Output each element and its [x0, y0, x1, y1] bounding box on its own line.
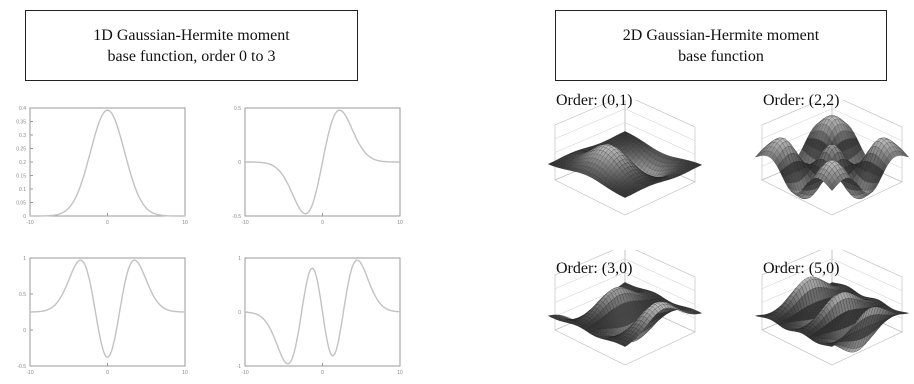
surface-plot-order-0-1 [547, 100, 703, 216]
y-tick-label: 0.35 [16, 120, 26, 126]
x-tick-label: 0 [321, 370, 324, 376]
surface-plot-order-5-0 [755, 250, 909, 366]
title-1d-line1: 1D Gaussian-Hermite moment [93, 26, 290, 44]
order-label-2-2: Order: (2,2) [763, 92, 840, 109]
surface-plot-order-3-0 [547, 250, 703, 366]
grid-line [554, 108, 626, 139]
y-tick-label: 0 [238, 310, 241, 316]
gh-curve [30, 109, 185, 217]
surface-facet [900, 313, 907, 315]
plot-frame [29, 107, 186, 217]
grid-line [554, 272, 626, 303]
y-tick-label: 0.5 [234, 106, 241, 112]
y-tick-label: 0.05 [16, 201, 26, 207]
surface-facet [829, 344, 835, 347]
surface-facet [829, 183, 835, 191]
grid-line [624, 122, 696, 155]
x-tick-label: 10 [397, 370, 403, 376]
grid-line [554, 122, 626, 153]
y-tick-label: -0.5 [232, 214, 241, 220]
y-tick-label: 0 [238, 160, 241, 166]
gh-curve [245, 109, 400, 215]
title-2d-line2: base function [678, 47, 764, 65]
y-tick-label: 0.4 [19, 106, 26, 112]
grid-line [624, 258, 696, 291]
y-tick-label: 1 [238, 256, 241, 262]
surface-facet [622, 194, 628, 198]
x-tick-label: -10 [26, 220, 33, 226]
y-tick-label: 1 [23, 256, 26, 262]
y-tick-label: 0.2 [19, 160, 26, 166]
order-label-5-0: Order: (5,0) [763, 260, 840, 277]
x-tick-label: 10 [182, 220, 188, 226]
grid-line [831, 272, 903, 305]
plot-1d-order-3: 10-1-10 0 10 [237, 256, 403, 376]
y-tick-label: 0 [23, 214, 26, 220]
grid-line [831, 258, 903, 291]
y-tick-label: 0.25 [16, 147, 26, 153]
order-label-3-0: Order: (3,0) [556, 260, 633, 277]
grid-line [624, 108, 696, 141]
gh-curve [30, 259, 185, 358]
plot-1d-order-0: 0.40.350.30.250.20.150.10.050-10 0 10 [16, 106, 188, 226]
grid-line [831, 108, 903, 141]
surface-facet [622, 343, 628, 347]
title-box-1d: 1D Gaussian-Hermite moment base function… [25, 10, 358, 81]
plot-1d-order-2: 1 0.5 0 -0.5-10 0 10 [17, 256, 188, 376]
plot-frame [29, 257, 186, 367]
y-tick-label: -0.5 [17, 364, 26, 370]
x-tick-label: 0 [106, 220, 109, 226]
grid-line [624, 272, 696, 305]
y-tick-label: 0.5 [19, 292, 26, 298]
y-tick-label: 0 [23, 328, 26, 334]
y-tick-label: 0.15 [16, 174, 26, 180]
x-tick-label: 10 [397, 220, 403, 226]
y-tick-label: -1 [237, 364, 242, 370]
x-tick-label: -10 [26, 370, 33, 376]
grid-line [554, 258, 626, 289]
x-tick-label: 10 [182, 370, 188, 376]
title-box-2d: 2D Gaussian-Hermite moment base function [555, 10, 887, 81]
x-tick-label: -10 [241, 370, 248, 376]
y-tick-label: 0.3 [19, 133, 26, 139]
title-1d-line2: base function, order 0 to 3 [107, 47, 276, 65]
surface-plot-order-2-2 [754, 100, 910, 216]
x-tick-label: 0 [106, 370, 109, 376]
x-tick-label: 0 [321, 220, 324, 226]
grid-line [761, 258, 833, 289]
order-label-0-1: Order: (0,1) [556, 92, 633, 109]
gh-curve [244, 259, 401, 365]
title-2d-line1: 2D Gaussian-Hermite moment [622, 26, 820, 44]
plot-1d-order-1: 0.5 0 -0.5-10 0 10 [232, 106, 403, 226]
y-tick-label: 0.1 [19, 187, 26, 193]
grid-line [761, 108, 833, 139]
x-tick-label: -10 [241, 220, 248, 226]
